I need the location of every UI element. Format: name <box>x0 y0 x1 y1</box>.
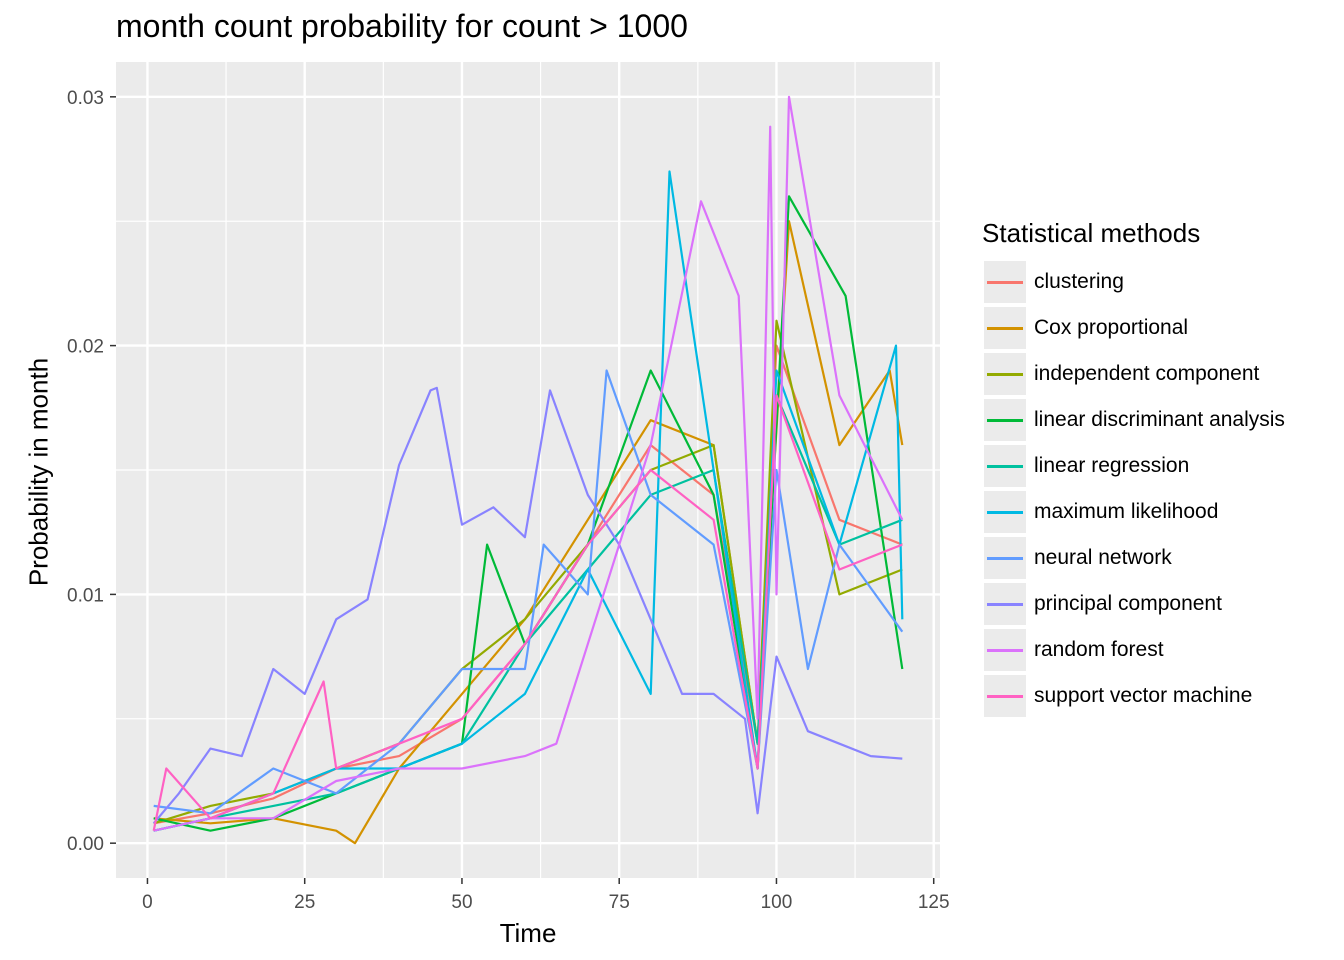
legend-key <box>984 629 1026 671</box>
legend-label: maximum likelihood <box>1034 500 1219 523</box>
x-tick-label: 125 <box>918 892 950 913</box>
y-tick-label: 0.01 <box>67 585 104 606</box>
y-axis-label: Probability in month <box>23 357 54 587</box>
legend-label: independent component <box>1034 362 1260 385</box>
legend-key <box>984 353 1026 395</box>
series-line-cox-proportional <box>153 220 904 845</box>
legend-label: Cox proportional <box>1034 316 1189 339</box>
legend-key <box>984 307 1026 349</box>
legend-item: clustering <box>982 259 1285 305</box>
legend-line-swatch <box>987 602 1023 606</box>
legend-title: Statistical methods <box>982 218 1201 248</box>
legend: Statistical methods clustering Cox propor… <box>982 218 1285 719</box>
legend-item: principal component <box>982 581 1285 627</box>
legend-key <box>984 261 1026 303</box>
legend-line-swatch <box>987 418 1023 422</box>
legend-key <box>984 675 1026 717</box>
legend-key <box>984 445 1026 487</box>
series-line-neural-network <box>153 369 904 815</box>
legend-item: linear discriminant analysis <box>982 397 1285 443</box>
series-line-support-vector-machine <box>152 394 903 831</box>
chart-title: month count probability for count > 1000 <box>116 8 688 44</box>
legend-line-swatch <box>987 280 1023 284</box>
legend-item: random forest <box>982 627 1285 673</box>
legend-line-swatch <box>987 372 1023 376</box>
y-tick-label: 0.00 <box>67 834 104 855</box>
x-tick-label: 50 <box>451 892 472 913</box>
legend-label: linear regression <box>1034 454 1190 477</box>
legend-line-swatch <box>987 464 1023 468</box>
legend-key <box>984 537 1026 579</box>
x-tick-label: 0 <box>142 892 153 913</box>
series-line-principal-component <box>152 386 903 825</box>
legend-item: linear regression <box>982 443 1285 489</box>
x-axis-label: Time <box>499 918 557 948</box>
legend-key <box>984 491 1026 533</box>
legend-item: support vector machine <box>982 673 1285 719</box>
legend-label: principal component <box>1034 592 1222 615</box>
legend-line-swatch <box>987 510 1023 514</box>
legend-label: support vector machine <box>1034 684 1253 707</box>
x-tick-label: 75 <box>609 892 630 913</box>
x-tick-label: 25 <box>294 892 315 913</box>
legend-items: clustering Cox proportional independent co… <box>982 259 1285 719</box>
y-tick-label: 0.03 <box>67 88 104 109</box>
legend-key <box>984 399 1026 441</box>
x-tick-label: 100 <box>761 892 793 913</box>
legend-item: neural network <box>982 535 1285 581</box>
legend-item: Cox proportional <box>982 305 1285 351</box>
legend-label: random forest <box>1034 638 1164 661</box>
legend-line-swatch <box>987 556 1023 560</box>
legend-line-swatch <box>987 694 1023 698</box>
legend-key <box>984 583 1026 625</box>
legend-label: clustering <box>1034 270 1124 293</box>
legend-label: neural network <box>1034 546 1172 569</box>
legend-item: independent component <box>982 351 1285 397</box>
legend-line-swatch <box>987 326 1023 330</box>
legend-line-swatch <box>987 648 1023 652</box>
y-tick-label: 0.02 <box>67 337 104 358</box>
legend-item: maximum likelihood <box>982 489 1285 535</box>
series-line-random-forest <box>153 95 904 832</box>
legend-label: linear discriminant analysis <box>1034 408 1285 431</box>
